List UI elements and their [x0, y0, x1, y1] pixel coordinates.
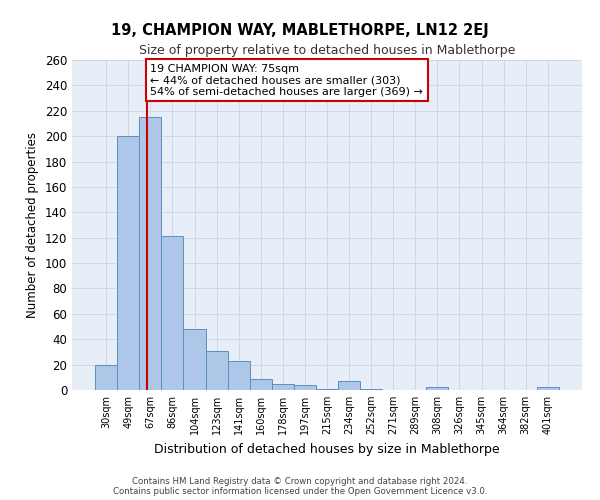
Bar — [139, 117, 161, 390]
Bar — [95, 364, 117, 390]
Bar — [206, 350, 227, 390]
Bar — [250, 378, 272, 390]
X-axis label: Distribution of detached houses by size in Mablethorpe: Distribution of detached houses by size … — [154, 442, 500, 456]
Bar — [117, 136, 139, 390]
Bar — [272, 384, 294, 390]
Bar — [338, 381, 360, 390]
Text: 19 CHAMPION WAY: 75sqm
← 44% of detached houses are smaller (303)
54% of semi-de: 19 CHAMPION WAY: 75sqm ← 44% of detached… — [151, 64, 423, 97]
Bar — [316, 388, 338, 390]
Bar — [360, 388, 382, 390]
Bar — [161, 236, 184, 390]
Text: Contains HM Land Registry data © Crown copyright and database right 2024.: Contains HM Land Registry data © Crown c… — [132, 478, 468, 486]
Bar — [227, 361, 250, 390]
Bar — [184, 329, 206, 390]
Bar — [427, 388, 448, 390]
Bar — [294, 385, 316, 390]
Bar — [537, 388, 559, 390]
Title: Size of property relative to detached houses in Mablethorpe: Size of property relative to detached ho… — [139, 44, 515, 58]
Text: Contains public sector information licensed under the Open Government Licence v3: Contains public sector information licen… — [113, 488, 487, 496]
Y-axis label: Number of detached properties: Number of detached properties — [26, 132, 39, 318]
Text: 19, CHAMPION WAY, MABLETHORPE, LN12 2EJ: 19, CHAMPION WAY, MABLETHORPE, LN12 2EJ — [111, 22, 489, 38]
